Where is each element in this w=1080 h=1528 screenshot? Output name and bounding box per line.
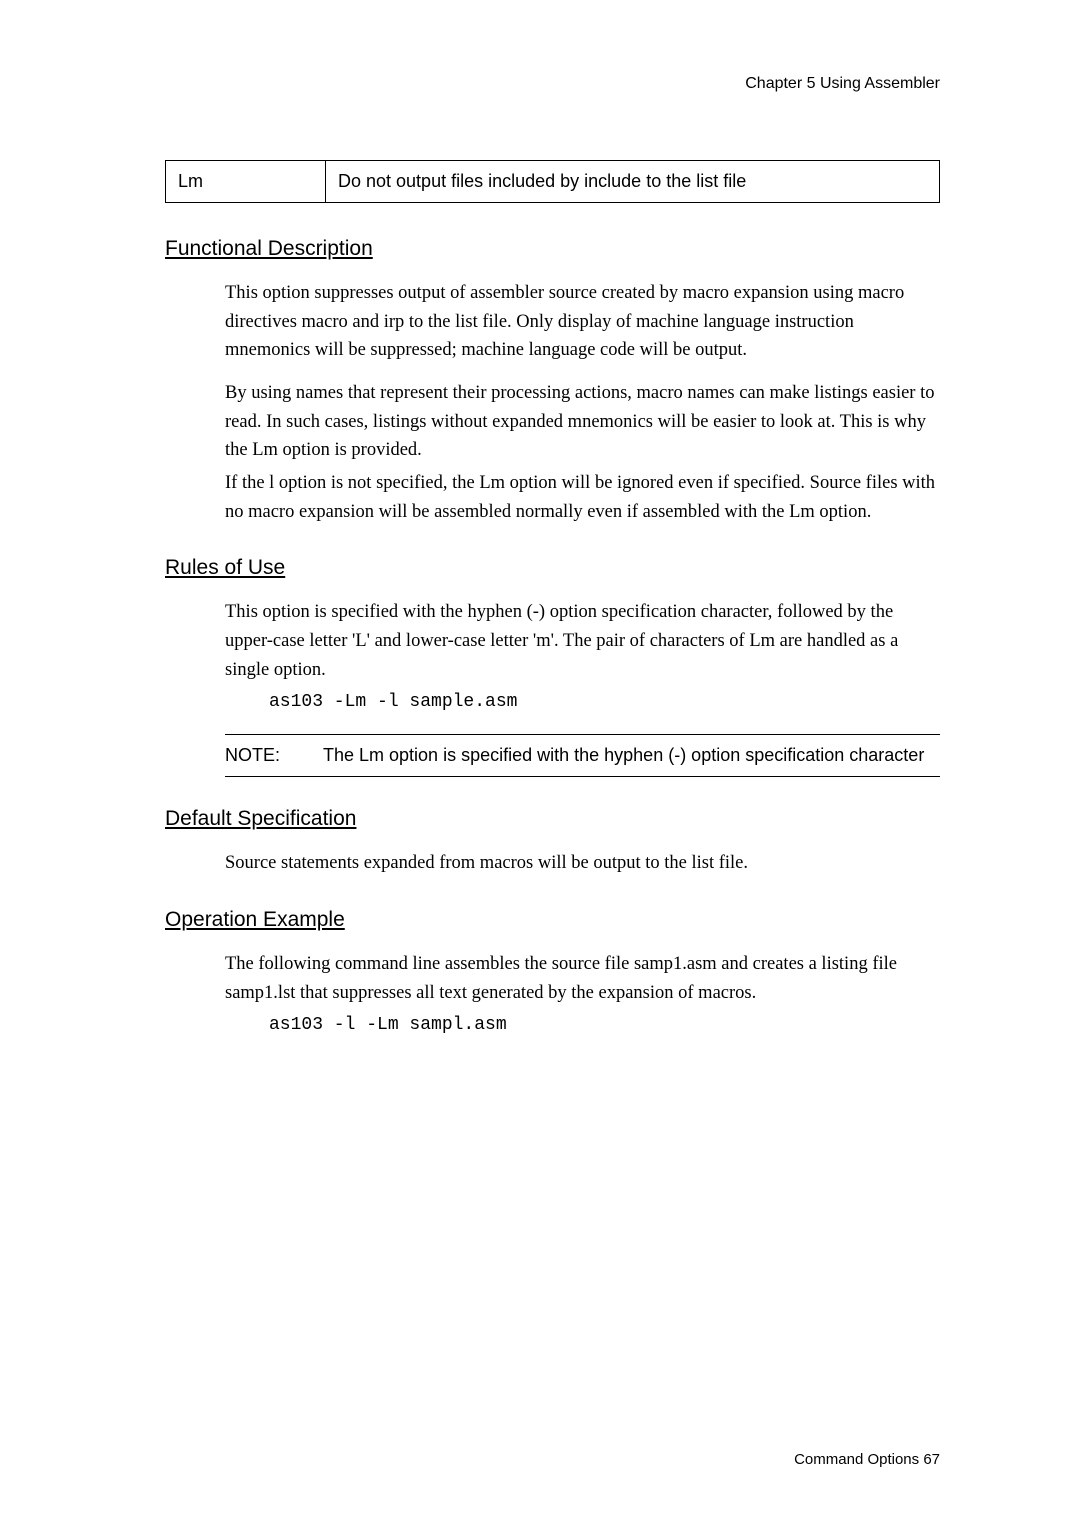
table-row: Lm Do not output files included by inclu… — [166, 161, 940, 203]
note-text: The Lm option is specified with the hyph… — [323, 745, 940, 766]
section-heading-functional: Functional Description — [165, 237, 940, 261]
option-desc-cell: Do not output files included by include … — [326, 161, 940, 203]
running-head: Chapter 5 Using Assembler — [745, 75, 940, 93]
paragraph: This option is specified with the hyphen… — [225, 598, 940, 684]
functional-body: This option suppresses output of assembl… — [225, 279, 940, 526]
page-footer: Command Options 67 — [794, 1451, 940, 1468]
option-summary-table: Lm Do not output files included by inclu… — [165, 160, 940, 203]
section-heading-default: Default Specification — [165, 807, 940, 831]
operation-body: The following command line assembles the… — [225, 950, 940, 1035]
paragraph: If the l option is not specified, the Lm… — [225, 469, 940, 526]
code-block: as103 -l -Lm sampl.asm — [269, 1015, 940, 1035]
paragraph: Source statements expanded from macros w… — [225, 849, 940, 878]
paragraph: This option suppresses output of assembl… — [225, 279, 940, 365]
note-label: NOTE: — [225, 745, 323, 766]
paragraph: The following command line assembles the… — [225, 950, 940, 1007]
paragraph: By using names that represent their proc… — [225, 379, 940, 465]
option-name-cell: Lm — [166, 161, 326, 203]
default-body: Source statements expanded from macros w… — [225, 849, 940, 878]
divider — [225, 776, 940, 777]
page: Chapter 5 Using Assembler Lm Do not outp… — [0, 0, 1080, 1528]
note-block: NOTE: The Lm option is specified with th… — [225, 734, 940, 777]
section-heading-rules: Rules of Use — [165, 556, 940, 580]
code-block: as103 -Lm -l sample.asm — [269, 692, 940, 712]
note-row: NOTE: The Lm option is specified with th… — [225, 735, 940, 776]
rules-body: This option is specified with the hyphen… — [225, 598, 940, 712]
section-heading-operation: Operation Example — [165, 908, 940, 932]
